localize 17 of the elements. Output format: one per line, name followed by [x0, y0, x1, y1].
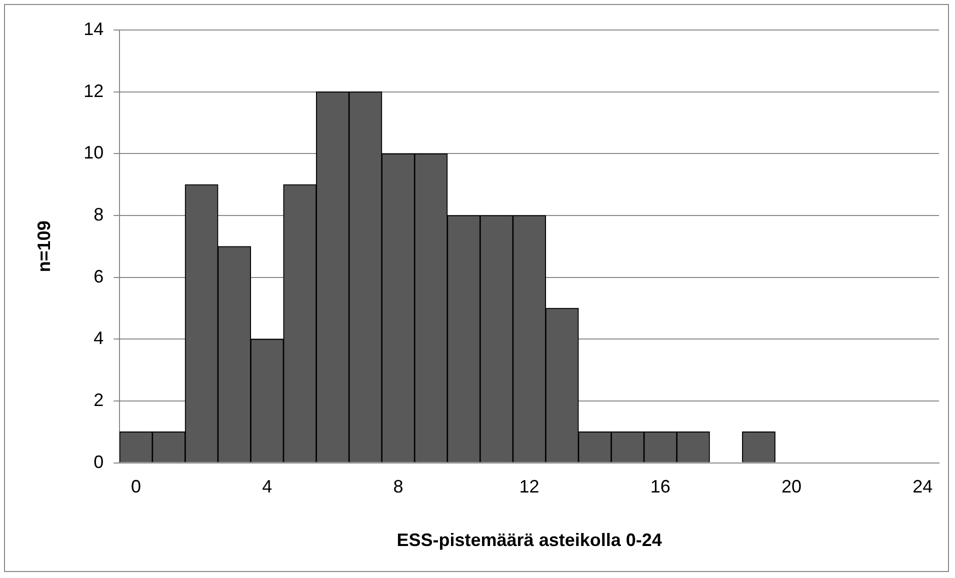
x-tick-label: 20: [781, 476, 802, 497]
x-tick-label: 12: [519, 476, 540, 497]
x-tick-label: 16: [650, 476, 670, 497]
x-tick-label: 0: [131, 476, 142, 497]
y-tick-label: 2: [94, 390, 104, 410]
y-tick-label: 8: [94, 204, 104, 224]
y-tick-label: 4: [94, 328, 104, 348]
y-tick-label: 10: [84, 142, 104, 163]
x-tick-label: 8: [393, 476, 404, 497]
y-axis-title: n=109: [34, 220, 54, 272]
x-tick-label: 4: [262, 476, 272, 497]
x-axis-title: ESS-pistemäärä asteikolla 0-24: [396, 530, 662, 550]
y-tick-label: 0: [94, 452, 104, 472]
y-tick-label: 14: [84, 18, 104, 39]
y-tick-label: 6: [94, 266, 104, 286]
y-tick-label: 12: [84, 80, 104, 101]
x-tick-label: 24: [912, 476, 933, 497]
